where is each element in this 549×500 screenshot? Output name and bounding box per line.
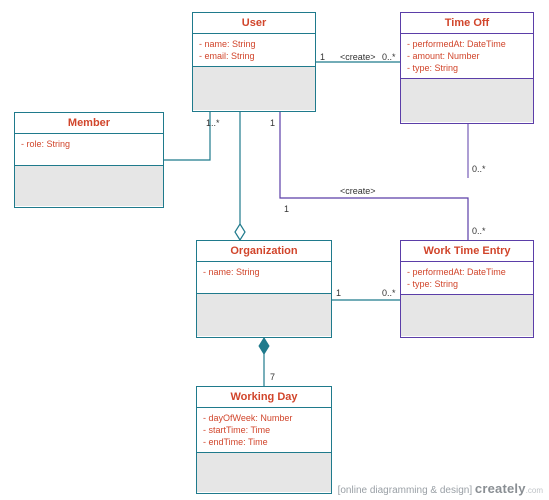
class-working-day: Working Day- dayOfWeek: Number- startTim…	[196, 386, 332, 494]
class-attribute: - endTime: Time	[203, 436, 325, 448]
class-attribute: - name: String	[199, 38, 309, 50]
class-operations	[197, 294, 331, 336]
class-attribute: - type: String	[407, 62, 527, 74]
class-title: Time Off	[401, 13, 533, 34]
class-member: Member - role: String	[14, 112, 164, 208]
class-organization: Organization - name: String	[196, 240, 332, 338]
class-attributes: - performedAt: DateTime- amount: Number-…	[401, 34, 533, 79]
class-attributes: - name: String	[197, 262, 331, 294]
class-operations	[197, 453, 331, 492]
class-attribute: - startTime: Time	[203, 424, 325, 436]
class-title: User	[193, 13, 315, 34]
multiplicity-label: 0..*	[382, 52, 396, 62]
class-attributes: - performedAt: DateTime- type: String	[401, 262, 533, 295]
watermark-brand: creately	[475, 481, 526, 496]
multiplicity-label: 1	[336, 288, 341, 298]
class-attributes: - name: String- email: String	[193, 34, 315, 67]
class-attribute: - role: String	[21, 138, 157, 150]
multiplicity-label: 1..*	[206, 118, 220, 128]
class-title: Working Day	[197, 387, 331, 408]
stereotype-label: <create>	[340, 52, 376, 62]
class-title: Work Time Entry	[401, 241, 533, 262]
class-operations	[15, 166, 163, 206]
class-attribute: - dayOfWeek: Number	[203, 412, 325, 424]
multiplicity-label: 0..*	[472, 226, 486, 236]
multiplicity-label: 1	[320, 52, 325, 62]
multiplicity-label: 1	[270, 118, 275, 128]
class-operations	[401, 79, 533, 122]
watermark-tagline: [online diagramming & design]	[338, 485, 473, 496]
multiplicity-label: 7	[270, 372, 275, 382]
watermark-domain: .com	[526, 486, 543, 495]
class-attributes: - dayOfWeek: Number- startTime: Time- en…	[197, 408, 331, 453]
class-user: User- name: String- email: String	[192, 12, 316, 112]
class-attributes: - role: String	[15, 134, 163, 166]
class-title: Member	[15, 113, 163, 134]
class-attribute: - performedAt: DateTime	[407, 38, 527, 50]
class-work-time-entry: Work Time Entry- performedAt: DateTime- …	[400, 240, 534, 338]
class-attribute: - name: String	[203, 266, 325, 278]
class-attribute: - type: String	[407, 278, 527, 290]
class-title: Organization	[197, 241, 331, 262]
class-time-off: Time Off- performedAt: DateTime- amount:…	[400, 12, 534, 124]
class-attribute: - amount: Number	[407, 50, 527, 62]
class-operations	[401, 295, 533, 336]
class-attribute: - performedAt: DateTime	[407, 266, 527, 278]
watermark: [online diagramming & design] creately.c…	[338, 481, 543, 496]
multiplicity-label: 1	[284, 204, 289, 214]
multiplicity-label: 0..*	[382, 288, 396, 298]
stereotype-label: <create>	[340, 186, 376, 196]
class-operations	[193, 67, 315, 110]
class-attribute: - email: String	[199, 50, 309, 62]
multiplicity-label: 0..*	[472, 164, 486, 174]
